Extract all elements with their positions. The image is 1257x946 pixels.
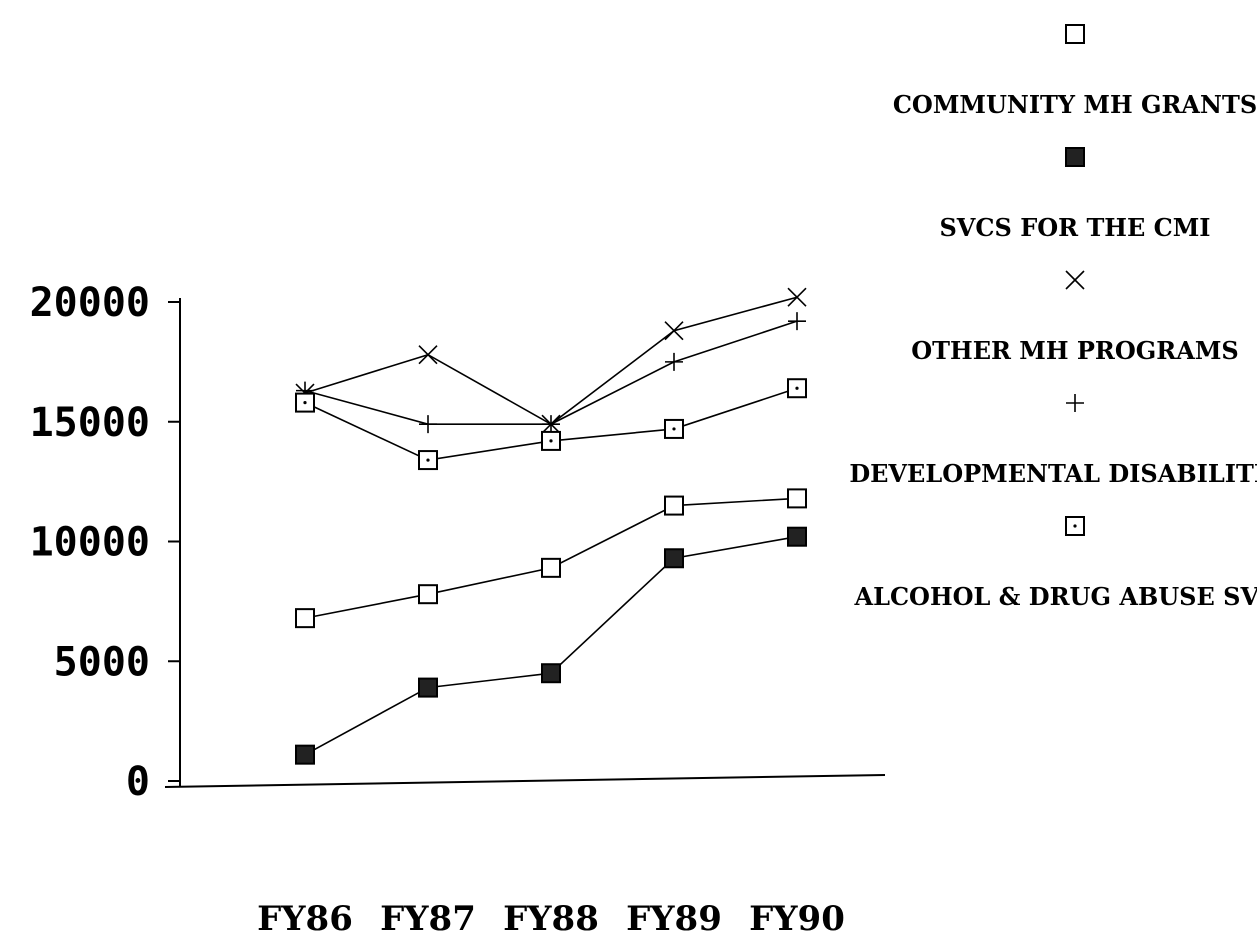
data-point	[541, 557, 561, 578]
data-point	[295, 744, 315, 765]
data-point	[295, 392, 315, 413]
x-tick-label: FY88	[503, 899, 599, 939]
data-point	[664, 418, 684, 439]
series-4	[295, 378, 807, 471]
series-0	[295, 488, 807, 629]
y-tick-label: 10000	[30, 520, 150, 566]
x-axis-line	[164, 774, 886, 788]
data-point	[295, 608, 315, 629]
data-point	[541, 663, 561, 684]
series-line	[304, 320, 798, 425]
y-tick-label: 15000	[30, 400, 150, 446]
legend-label: ALCOHOL & DRUG ABUSE SVCS	[853, 582, 1257, 611]
data-point	[787, 526, 807, 547]
series-3	[296, 312, 806, 434]
x-tick-label: FY86	[257, 899, 353, 939]
data-point	[787, 488, 807, 509]
legend-marker	[1065, 147, 1085, 167]
data-point	[542, 415, 560, 434]
data-point	[664, 321, 684, 341]
series-layer	[295, 287, 807, 765]
legend-marker	[1065, 270, 1085, 290]
data-point	[664, 495, 684, 516]
x-tick-label: FY89	[626, 899, 722, 939]
data-point	[418, 677, 438, 698]
data-point	[418, 584, 438, 605]
x-tick-labels: FY86 FY87 FY88 FY89 FY90	[257, 899, 845, 939]
data-point	[787, 287, 807, 307]
data-point	[665, 352, 683, 371]
y-tick-label: 0	[126, 759, 150, 805]
series-line	[304, 296, 798, 426]
data-point	[787, 378, 807, 399]
series-1	[295, 526, 807, 765]
data-point	[418, 450, 438, 471]
chart-legend: COMMUNITY MH GRANTS SVCS FOR THE CMI OTHER…	[849, 24, 1257, 611]
y-tick-labels: 0 5000 10000 15000 20000	[30, 280, 180, 805]
legend-marker	[1065, 24, 1085, 44]
data-point	[418, 345, 438, 365]
y-tick-label: 20000	[30, 280, 150, 326]
legend-label: DEVELOPMENTAL DISABILITIES	[849, 459, 1257, 488]
legend-label: COMMUNITY MH GRANTS	[893, 90, 1257, 119]
x-tick-label: FY90	[749, 899, 845, 939]
legend-marker	[1066, 394, 1084, 412]
x-tick-label: FY87	[380, 899, 476, 939]
y-tick-label: 5000	[54, 639, 150, 685]
legend-label: SVCS FOR THE CMI	[939, 213, 1210, 242]
data-point	[541, 430, 561, 451]
legend-label: OTHER MH PROGRAMS	[911, 336, 1239, 365]
chart-axes	[164, 298, 886, 788]
data-point	[788, 312, 806, 331]
legend-marker	[1065, 516, 1085, 536]
data-point	[419, 415, 437, 434]
data-point	[664, 548, 684, 569]
